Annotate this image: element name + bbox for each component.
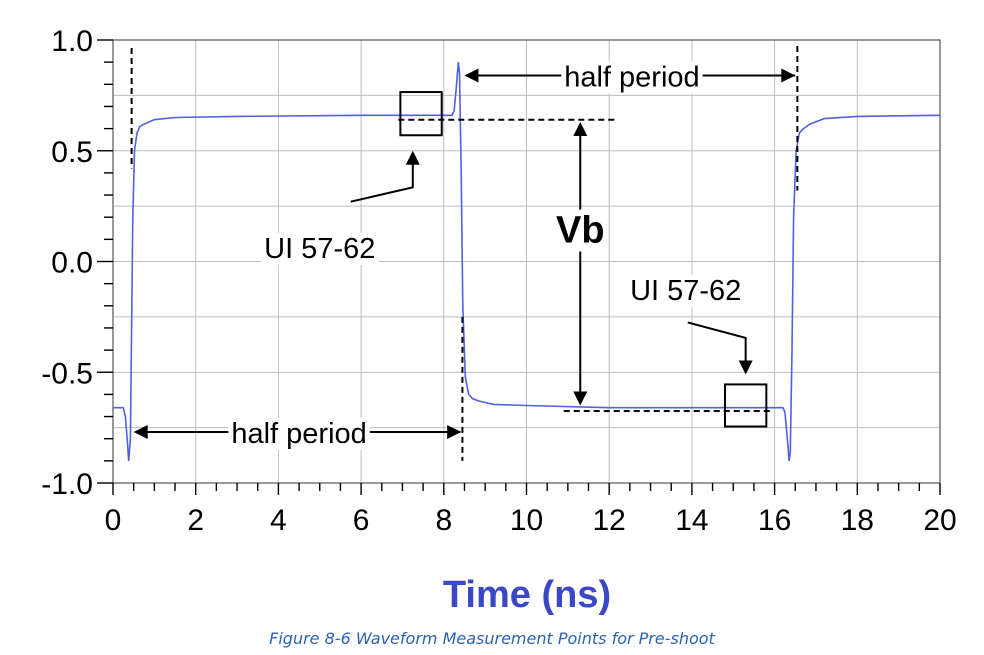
vb-label-bg xyxy=(552,209,608,252)
ui-box-high xyxy=(399,91,443,137)
x-tick-label: 4 xyxy=(270,504,287,537)
waveform-chart: 0 2 4 6 8 10 12 14 16 18 20 1.0 0.5 0.0 -0.5 -1.0 half… xyxy=(41,25,957,616)
y-tick-labels: 1.0 0.5 0.0 -0.5 -1.0 xyxy=(41,25,93,501)
grid-lines xyxy=(112,39,941,484)
ui-right-label-bg xyxy=(627,275,745,308)
half-period-bottom-label: half period xyxy=(231,418,366,450)
x-tick-label: 12 xyxy=(593,504,626,537)
ui-box-low xyxy=(723,383,768,428)
x-tick-label: 0 xyxy=(105,504,122,537)
x-axis-label: Time (ns) xyxy=(443,574,611,616)
figure-caption: Figure 8-6 Waveform Measurement Points f… xyxy=(269,629,715,648)
arrow-left xyxy=(133,425,148,440)
ui-left-label: UI 57-62 xyxy=(264,233,375,265)
half-period-top-label-bg xyxy=(561,61,703,94)
annotations: half period half period Vb UI 57-62 UI 57-62 xyxy=(130,46,799,461)
x-tick-label: 20 xyxy=(923,504,956,537)
arrow-left xyxy=(464,68,479,83)
arrow-up xyxy=(573,121,588,136)
x-tick-label: 18 xyxy=(841,504,874,537)
minor-ticks xyxy=(97,39,941,495)
series-line xyxy=(113,62,941,462)
x-tick-labels: 0 2 4 6 8 10 12 14 16 18 20 xyxy=(105,504,957,537)
arrow-right xyxy=(781,68,796,83)
ui-left-pointer xyxy=(350,155,414,203)
y-tick-label: -1.0 xyxy=(41,468,93,501)
ui-left-label-bg xyxy=(261,232,379,265)
ui-right-label: UI 57-62 xyxy=(630,275,741,307)
y-tick-label: -0.5 xyxy=(41,357,93,390)
x-tick-label: 10 xyxy=(510,504,543,537)
x-tick-label: 16 xyxy=(758,504,791,537)
half-period-top-label: half period xyxy=(564,61,699,93)
ui-right-pointer xyxy=(687,321,747,371)
arrow-right xyxy=(447,425,462,440)
arrow-up xyxy=(405,150,420,165)
x-tick-label: 2 xyxy=(187,504,204,537)
y-tick-label: 0.5 xyxy=(51,136,93,169)
vb-label: Vb xyxy=(556,209,605,251)
arrow-down xyxy=(573,391,588,406)
half-period-bottom-label-bg xyxy=(228,418,370,451)
y-tick-label: 0.0 xyxy=(51,247,93,280)
x-tick-label: 14 xyxy=(675,504,708,537)
x-tick-label: 6 xyxy=(353,504,370,537)
arrow-down xyxy=(738,360,753,375)
x-tick-label: 8 xyxy=(435,504,452,537)
y-tick-label: 1.0 xyxy=(51,25,93,58)
